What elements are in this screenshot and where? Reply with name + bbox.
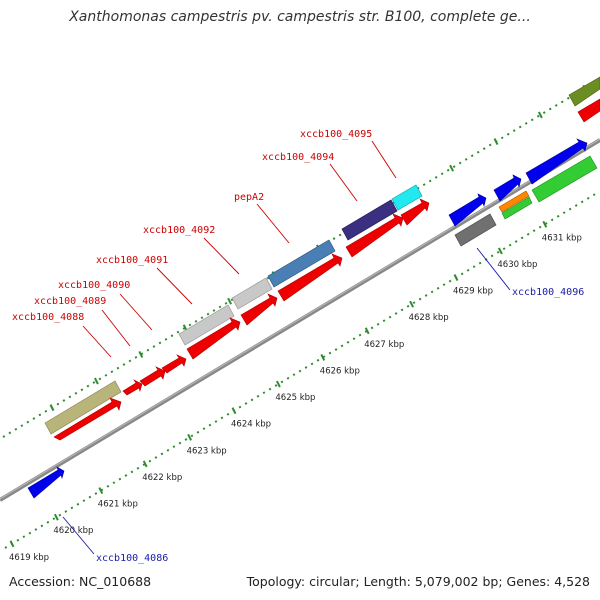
lower-major-tick [98, 487, 104, 494]
feature-gray-4091 [231, 277, 273, 310]
lower-major-tick [9, 540, 15, 548]
lower-major-tick [187, 433, 192, 441]
cds-blue-4096 [448, 193, 487, 227]
feature-gray-4096 [454, 213, 497, 247]
cds-red-4087 [53, 397, 122, 441]
gene-label-xccb100_4094: xccb100_4094 [262, 152, 334, 163]
lower-major-tick [142, 460, 148, 468]
kbp-tick-label: 4624 kbp [231, 420, 271, 430]
kbp-tick-label: 4620 kbp [53, 526, 93, 536]
feature-orange [498, 190, 530, 213]
cds-red-4090 [161, 354, 187, 374]
genome-summary-text: Topology: circular; Length: 5,079,002 bp… [246, 574, 590, 589]
upper-major-tick [449, 164, 454, 172]
feature-green-small [501, 196, 533, 220]
cds-red-pepA2 [277, 253, 343, 302]
cds-blue-4097 [493, 174, 522, 202]
cds-red-4094 [345, 213, 404, 258]
gene-label-pepA2: pepA2 [234, 192, 264, 203]
gene-label-xccb100_4095: xccb100_4095 [300, 129, 372, 140]
lower-major-tick [231, 407, 237, 415]
kbp-tick-label: 4626 kbp [320, 366, 360, 376]
feature-steelblue-pepA2 [267, 239, 336, 288]
cds-red-right [577, 98, 600, 123]
lower-major-tick [453, 274, 459, 281]
lower-major-tick [498, 247, 503, 255]
cds-red-4092 [240, 293, 278, 326]
upper-major-tick [227, 297, 232, 305]
gene-label-xccb100_4088: xccb100_4088 [12, 312, 84, 323]
gene-label-xccb100_4086: xccb100_4086 [96, 553, 168, 564]
lower-major-tick [409, 300, 414, 308]
kbp-tick-label: 4631 kbp [542, 233, 582, 243]
cds-red-4095 [400, 198, 430, 226]
cds-red-4091 [186, 317, 241, 360]
genome-backbone [0, 138, 600, 502]
kbp-tick-label: 4629 kbp [453, 287, 493, 297]
upper-major-tick [94, 377, 99, 385]
kbp-tick-label: 4628 kbp [409, 313, 449, 323]
map-title: Xanthomonas campestris pv. campestris st… [69, 9, 531, 25]
gene-label-xccb100_4096: xccb100_4096 [512, 287, 584, 298]
label-leaders [62, 140, 511, 555]
cds-red-4088 [122, 379, 143, 396]
kbp-tick-label: 4619 kbp [9, 553, 49, 563]
cds-blue-4086 [27, 466, 65, 499]
kbp-tick-label: 4630 kbp [497, 260, 537, 270]
lower-major-tick [54, 513, 59, 521]
feature-olive-right [568, 76, 600, 107]
kbp-tick-label: 4627 kbp [364, 340, 404, 350]
kbp-tick-labels: 4619 kbp 4620 kbp 4621 kbp 4622 kbp 4623 kbp… [9, 233, 582, 563]
kbp-tick-label: 4622 kbp [142, 473, 182, 483]
gene-label-xccb100_4092: xccb100_4092 [143, 225, 215, 236]
genome-backbone-highlight [0, 138, 600, 500]
feature-gray-4090 [178, 304, 235, 346]
lower-major-ticks [9, 220, 548, 548]
feature-cyan-4095 [391, 184, 423, 211]
accession-text: Accession: NC_010688 [9, 574, 152, 589]
cds-blue-4098 [525, 138, 588, 185]
lower-tick-track [4, 192, 598, 549]
upper-major-tick [493, 138, 499, 145]
upper-major-tick [49, 404, 55, 412]
feature-olive-4087 [44, 380, 122, 435]
gene-label-xccb100_4089: xccb100_4089 [34, 296, 106, 307]
upper-major-tick [538, 111, 543, 119]
upper-major-tick [138, 350, 144, 358]
gene-label-xccb100_4090: xccb100_4090 [58, 280, 130, 291]
lower-major-tick [320, 353, 326, 361]
lower-major-tick [364, 327, 370, 335]
feature-navy-4094 [341, 199, 398, 241]
kbp-tick-label: 4621 kbp [98, 500, 138, 510]
cds-red-4089 [139, 366, 166, 387]
kbp-tick-label: 4623 kbp [187, 446, 227, 456]
gene-label-xccb100_4091: xccb100_4091 [96, 255, 168, 266]
kbp-tick-label: 4625 kbp [275, 393, 315, 403]
feature-green-large [531, 155, 598, 203]
lower-major-tick [542, 220, 548, 228]
lower-major-tick [276, 380, 281, 388]
